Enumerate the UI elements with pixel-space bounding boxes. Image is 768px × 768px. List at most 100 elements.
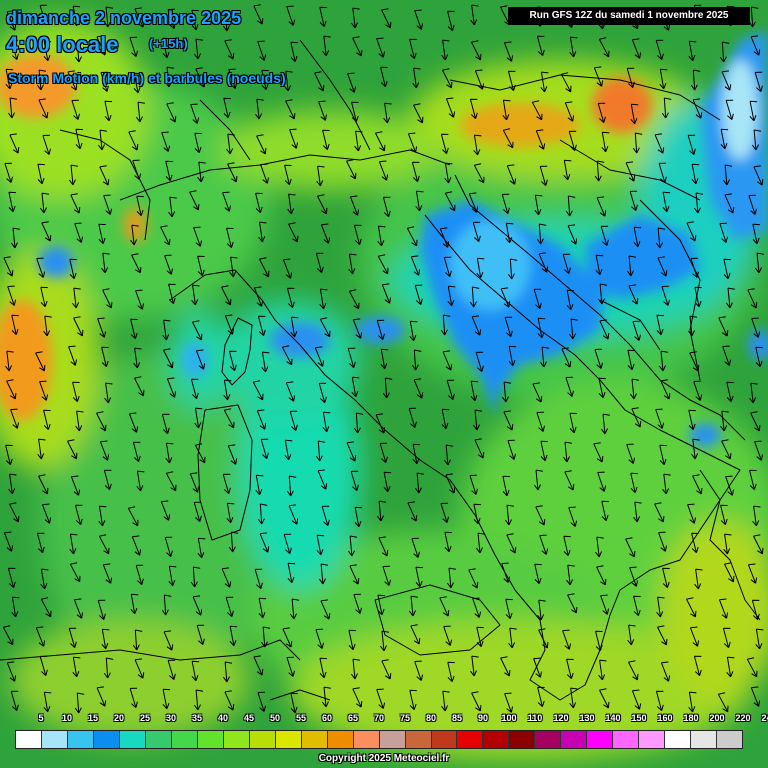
wind-barb (688, 40, 697, 62)
wind-barb (39, 380, 48, 401)
wind-barb (439, 596, 450, 617)
wind-barb (101, 252, 110, 274)
wind-barb (660, 379, 671, 400)
legend-tick-label: 65 (347, 713, 358, 723)
wind-barb (476, 532, 485, 554)
wind-barb (657, 625, 668, 646)
wind-barb (693, 655, 702, 677)
wind-barb (726, 656, 735, 678)
wind-barb (630, 103, 639, 125)
wind-barb (469, 286, 480, 308)
wind-barb (191, 284, 200, 306)
wind-barb (472, 597, 482, 618)
wind-barb (351, 658, 360, 680)
wind-barb (319, 317, 331, 338)
wind-barb (67, 70, 78, 91)
wind-barb (42, 134, 51, 155)
wind-barb (414, 660, 424, 681)
wind-barb (281, 345, 293, 366)
wind-barb (440, 502, 449, 523)
wind-barb (7, 567, 16, 589)
wind-barb (568, 506, 578, 527)
wind-barb (751, 317, 761, 338)
wind-barb (222, 473, 231, 494)
wind-barb (506, 533, 517, 554)
wind-barb (69, 258, 77, 280)
wind-barb (43, 409, 51, 431)
wind-barb (688, 691, 697, 713)
wind-barb (193, 501, 202, 522)
wind-barb (74, 504, 83, 526)
wind-barb (654, 133, 665, 154)
wind-barb (598, 659, 607, 681)
wind-barb (476, 257, 485, 279)
wind-barb (74, 222, 84, 243)
wind-barb (319, 288, 328, 310)
wind-barb (260, 438, 269, 459)
wind-barb (318, 563, 329, 585)
wind-barb (755, 252, 764, 274)
wind-barb (286, 656, 295, 677)
wind-barb (536, 411, 545, 432)
wind-barb (502, 475, 510, 497)
wind-barb (750, 35, 761, 56)
wind-barb (410, 624, 421, 645)
wind-barb (318, 382, 327, 403)
wind-barb (41, 221, 52, 242)
wind-barb (98, 505, 107, 527)
wind-barb (258, 221, 267, 243)
wind-barb (752, 505, 761, 527)
wind-barb (691, 163, 700, 185)
legend-tick-label: 20 (113, 713, 124, 723)
wind-barb (629, 190, 638, 211)
wind-barb (101, 346, 109, 368)
wind-barb (130, 318, 138, 340)
wind-barb (537, 686, 545, 708)
wind-barb (595, 254, 604, 276)
wind-barb (503, 41, 514, 62)
wind-barb (322, 129, 330, 151)
wind-barb (134, 7, 145, 28)
wind-barb (259, 532, 270, 553)
wind-barb (2, 625, 14, 646)
wind-barb (225, 596, 234, 617)
wind-barb (354, 130, 363, 152)
legend-swatch (717, 731, 743, 748)
wind-barb (687, 503, 696, 524)
wind-barb (412, 67, 421, 89)
wind-barb (287, 193, 296, 215)
wind-barb (694, 286, 702, 308)
wind-barb (102, 563, 113, 584)
wind-barb (348, 289, 360, 310)
wind-barb (69, 533, 78, 555)
wind-barb (567, 224, 578, 245)
wind-barb (284, 439, 293, 461)
legend-swatch (509, 731, 536, 748)
wind-barb (69, 562, 81, 583)
legend-tick-label: 140 (605, 713, 621, 723)
wind-barb (226, 502, 235, 524)
wind-barb (601, 413, 610, 435)
legend-tick-label: 5 (38, 713, 44, 723)
wind-barb (162, 688, 171, 710)
wind-barb (569, 36, 578, 58)
legend-swatch (483, 731, 510, 748)
wind-barb (626, 255, 637, 277)
wind-barb (654, 502, 665, 523)
wind-barb (382, 196, 391, 218)
wind-barb (353, 224, 362, 246)
wind-barb (289, 410, 298, 431)
wind-barb (6, 661, 17, 682)
legend-tick-label: 60 (321, 713, 332, 723)
wind-barb (319, 657, 327, 679)
wind-barb (540, 71, 549, 93)
wind-barb (629, 566, 638, 587)
wind-barb (350, 470, 359, 491)
wind-barb (718, 598, 729, 619)
wind-barb (407, 501, 418, 522)
wind-barb (468, 568, 479, 589)
wind-barb (351, 7, 360, 29)
wind-barb (316, 165, 325, 187)
wind-barb (191, 9, 199, 31)
